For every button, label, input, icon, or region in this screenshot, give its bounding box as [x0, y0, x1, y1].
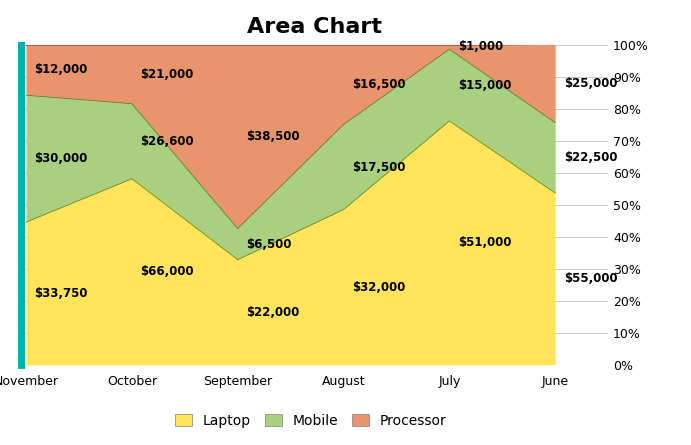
Text: $21,000: $21,000 [140, 68, 193, 81]
Text: $66,000: $66,000 [140, 265, 194, 278]
Text: $30,000: $30,000 [35, 152, 88, 165]
Title: Area Chart: Area Chart [247, 17, 382, 37]
Text: $22,000: $22,000 [246, 306, 299, 319]
Text: $15,000: $15,000 [458, 79, 511, 92]
Text: $6,500: $6,500 [246, 238, 292, 251]
Text: $26,600: $26,600 [140, 135, 194, 148]
Text: $22,500: $22,500 [564, 151, 617, 164]
Text: $17,500: $17,500 [352, 161, 406, 174]
Text: $25,000: $25,000 [564, 77, 617, 90]
Text: $12,000: $12,000 [35, 63, 88, 77]
Text: $1,000: $1,000 [458, 40, 503, 53]
Text: $51,000: $51,000 [458, 236, 511, 250]
Text: $32,000: $32,000 [352, 281, 406, 294]
Text: $16,500: $16,500 [352, 78, 406, 91]
Legend: Laptop, Mobile, Processor: Laptop, Mobile, Processor [169, 409, 453, 433]
Text: $55,000: $55,000 [564, 272, 617, 285]
Text: $38,500: $38,500 [246, 130, 300, 143]
Text: $33,750: $33,750 [35, 287, 88, 300]
